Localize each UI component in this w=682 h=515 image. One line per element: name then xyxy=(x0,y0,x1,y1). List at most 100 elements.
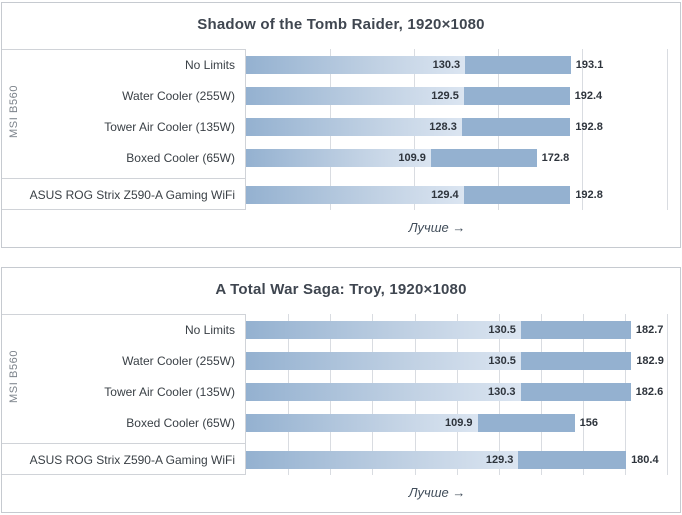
row-label: No Limits xyxy=(184,322,235,337)
maximum-fps-value: 182.9 xyxy=(636,354,664,367)
bar-average-segment: 130.3 xyxy=(246,55,466,74)
bar: 129.4 192.8 xyxy=(246,185,680,204)
row-plot: 129.3 180.4 xyxy=(246,444,680,475)
maximum-fps-value: 192.8 xyxy=(575,120,603,133)
bar-average-segment: 128.3 xyxy=(246,117,462,136)
bar-maximum-segment xyxy=(520,320,631,339)
bar: 109.9 172.8 xyxy=(246,148,680,167)
row-plot: 128.3 192.8 xyxy=(246,111,680,142)
chart-row: Boxed Cooler (65W) 109.9 156 xyxy=(2,407,680,438)
bar: 109.9 156 xyxy=(246,413,680,432)
bar-average-segment: 130.5 xyxy=(246,351,521,370)
row-label: Tower Air Cooler (135W) xyxy=(104,119,235,134)
row-label-cell: No Limits xyxy=(2,49,246,80)
row-plot: 109.9 172.8 xyxy=(246,142,680,173)
row-label: ASUS ROG Strix Z590-A Gaming WiFi xyxy=(29,187,235,202)
row-label-cell: Water Cooler (255W) xyxy=(2,345,246,376)
row-label-cell: Boxed Cooler (65W) xyxy=(2,142,246,173)
chart-title: A Total War Saga: Troy, 1920×1080 xyxy=(215,281,467,298)
bar-maximum-segment xyxy=(430,148,537,167)
average-fps-value: 129.4 xyxy=(431,188,459,201)
maximum-fps-value: 156 xyxy=(579,416,598,429)
chart-row: ASUS ROG Strix Z590-A Gaming WiFi 129.3 … xyxy=(2,444,680,475)
row-plot: 130.3 193.1 xyxy=(246,49,680,80)
gridline xyxy=(667,314,669,475)
average-fps-value: 128.3 xyxy=(429,120,457,133)
better-direction-label: Лучше → xyxy=(408,219,466,235)
chart-rows: MSI B560 No Limits 130.5 182.7 Water Coo… xyxy=(2,314,680,475)
maximum-fps-value: 192.8 xyxy=(575,188,603,201)
bar-maximum-segment xyxy=(520,382,631,401)
row-label: No Limits xyxy=(184,57,235,72)
bar-maximum-segment xyxy=(477,413,575,432)
chart-row: No Limits 130.5 182.7 xyxy=(2,314,680,345)
chart-footer: Лучше → xyxy=(2,210,680,244)
chart-rows: MSI B560 No Limits 130.3 193.1 Water Coo… xyxy=(2,49,680,210)
bar: 128.3 192.8 xyxy=(246,117,680,136)
maximum-fps-value: 192.4 xyxy=(574,89,603,102)
chart-row: Tower Air Cooler (135W) 128.3 192.8 xyxy=(2,111,680,142)
row-plot: 130.3 182.6 xyxy=(246,376,680,407)
bar-average-segment: 129.4 xyxy=(246,185,464,204)
chart-panel: Shadow of the Tomb Raider, 1920×1080 MSI… xyxy=(1,2,681,248)
label-column-frame xyxy=(2,49,246,210)
average-fps-value: 129.3 xyxy=(485,453,514,466)
row-separator-line xyxy=(2,178,246,179)
bar-average-segment: 129.5 xyxy=(246,86,464,105)
row-label-cell: ASUS ROG Strix Z590-A Gaming WiFi xyxy=(2,179,246,210)
row-label: ASUS ROG Strix Z590-A Gaming WiFi xyxy=(29,452,235,467)
chart-row: Water Cooler (255W) 130.5 182.9 xyxy=(2,345,680,376)
chart-row: Water Cooler (255W) 129.5 192.4 xyxy=(2,80,680,111)
bar-maximum-segment xyxy=(461,117,571,136)
maximum-fps-value: 193.1 xyxy=(575,58,604,71)
bar: 130.3 193.1 xyxy=(246,55,680,74)
bar-maximum-segment xyxy=(520,351,632,370)
row-label-cell: Tower Air Cooler (135W) xyxy=(2,111,246,142)
bar-maximum-segment xyxy=(463,185,571,204)
bar-average-segment: 130.3 xyxy=(246,382,521,401)
maximum-fps-value: 182.6 xyxy=(635,385,664,398)
row-label-cell: Tower Air Cooler (135W) xyxy=(2,376,246,407)
row-label-cell: No Limits xyxy=(2,314,246,345)
gridline xyxy=(582,49,584,210)
chart-footer: Лучше → xyxy=(2,475,680,509)
row-plot: 130.5 182.7 xyxy=(246,314,680,345)
maximum-fps-value: 182.7 xyxy=(635,323,664,336)
row-plot: 129.5 192.4 xyxy=(246,80,680,111)
chart-row: No Limits 130.3 193.1 xyxy=(2,49,680,80)
chart-panel: A Total War Saga: Troy, 1920×1080 MSI B5… xyxy=(1,267,681,513)
bar: 130.5 182.7 xyxy=(246,320,680,339)
average-fps-value: 129.5 xyxy=(431,89,459,102)
average-fps-value: 130.3 xyxy=(432,58,461,71)
row-separator-line xyxy=(2,443,246,444)
better-direction-label: Лучше → xyxy=(408,484,466,500)
row-label: Water Cooler (255W) xyxy=(122,353,235,368)
bar-average-segment: 129.3 xyxy=(246,450,519,469)
maximum-fps-value: 180.4 xyxy=(631,453,659,466)
row-label: Tower Air Cooler (135W) xyxy=(104,384,235,399)
bar: 129.3 180.4 xyxy=(246,450,680,469)
average-fps-value: 130.5 xyxy=(488,323,516,336)
chart-body: MSI B560 No Limits 130.3 193.1 Water Coo… xyxy=(2,49,680,244)
chart-row: Tower Air Cooler (135W) 130.3 182.6 xyxy=(2,376,680,407)
bar: 130.3 182.6 xyxy=(246,382,680,401)
chart-row: Boxed Cooler (65W) 109.9 172.8 xyxy=(2,142,680,173)
label-column-frame xyxy=(2,314,246,475)
bar-maximum-segment xyxy=(518,450,627,469)
average-fps-value: 130.3 xyxy=(487,385,516,398)
maximum-fps-value: 172.8 xyxy=(541,151,570,164)
average-fps-value: 130.5 xyxy=(488,354,516,367)
average-fps-value: 109.9 xyxy=(445,416,473,429)
bar-maximum-segment xyxy=(465,55,571,74)
row-label: Water Cooler (255W) xyxy=(122,88,235,103)
bar-maximum-segment xyxy=(463,86,570,105)
row-label-cell: ASUS ROG Strix Z590-A Gaming WiFi xyxy=(2,444,246,475)
chart-body: MSI B560 No Limits 130.5 182.7 Water Coo… xyxy=(2,314,680,509)
chart-row: ASUS ROG Strix Z590-A Gaming WiFi 129.4 … xyxy=(2,179,680,210)
bar-average-segment: 109.9 xyxy=(246,148,431,167)
row-plot: 129.4 192.8 xyxy=(246,179,680,210)
row-plot: 109.9 156 xyxy=(246,407,680,438)
bar: 129.5 192.4 xyxy=(246,86,680,105)
bar-average-segment: 130.5 xyxy=(246,320,521,339)
